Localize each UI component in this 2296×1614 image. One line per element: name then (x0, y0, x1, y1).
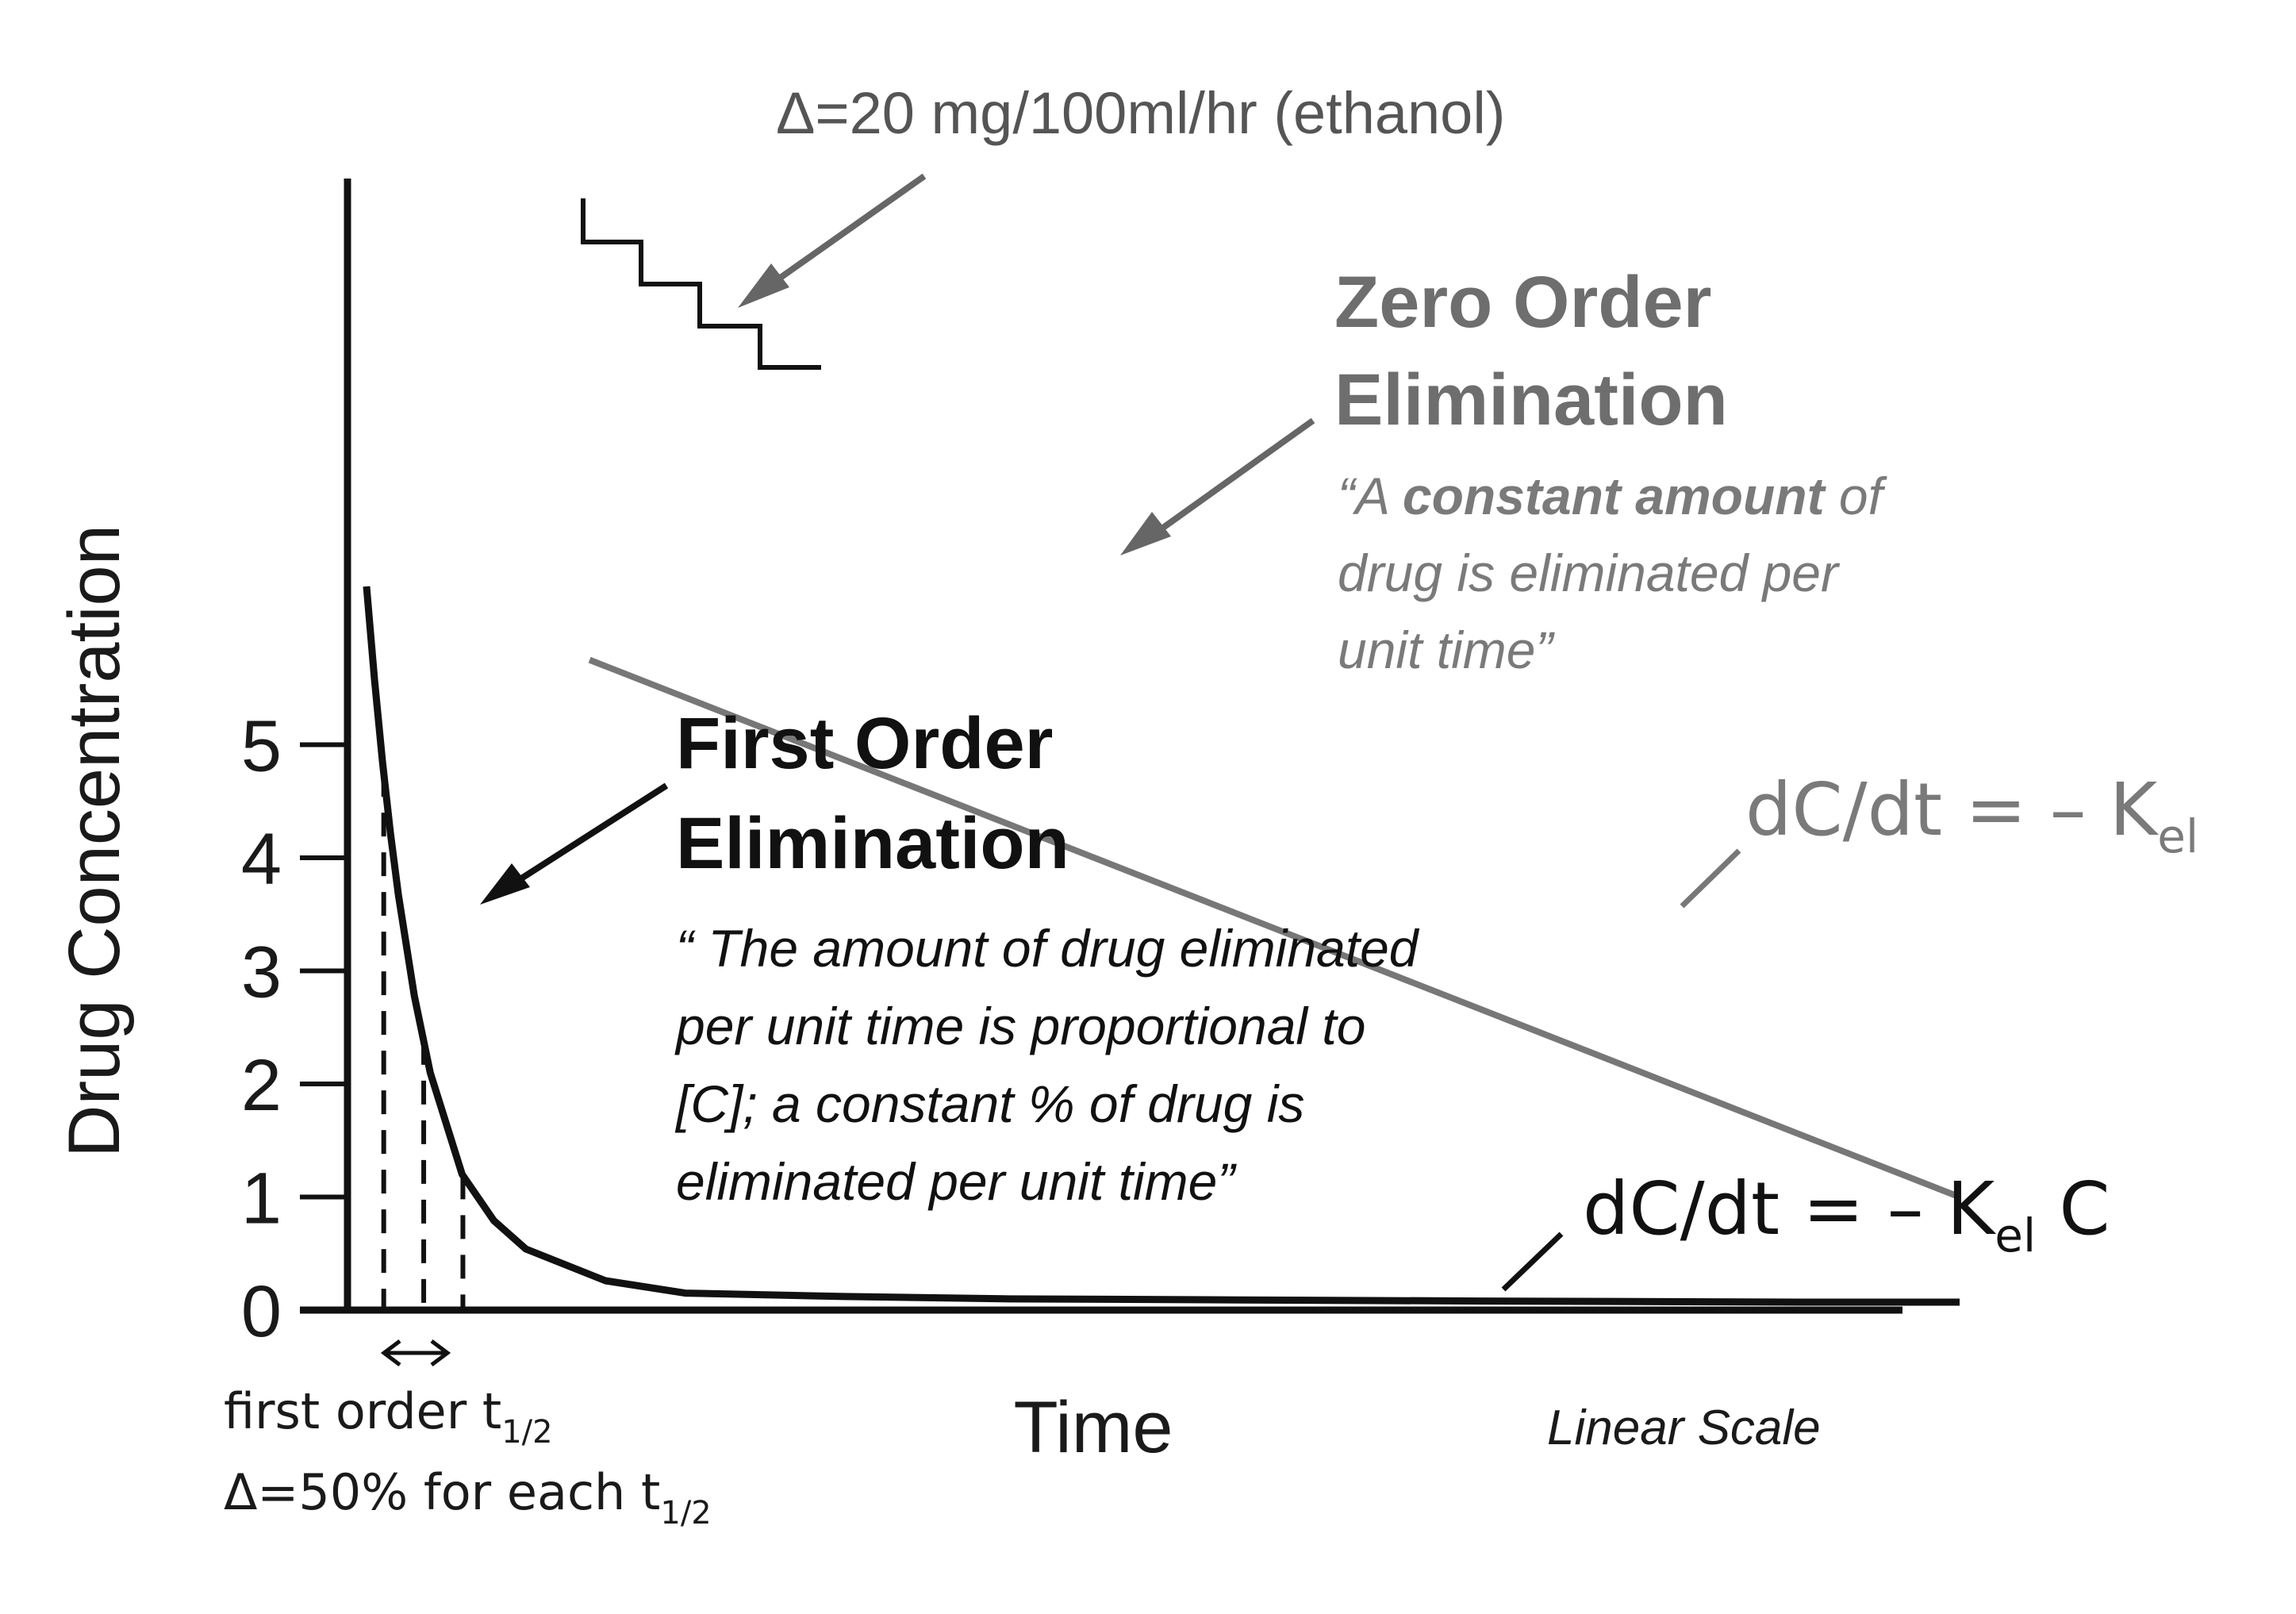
zero-order-quote-1: “A constant amount of (1338, 467, 1888, 525)
y-tick-label: 4 (241, 819, 282, 900)
first-order-title: First Order (676, 703, 1053, 784)
first-order-quote-4: eliminated per unit time” (676, 1152, 1237, 1211)
y-tick-label: 0 (241, 1271, 282, 1352)
first-order-annotation: First Order Elimination “ The amount of … (674, 703, 1420, 1211)
y-ticks: 0 1 2 3 4 5 (241, 706, 347, 1352)
zero-order-annotation: Zero Order Elimination “A constant amoun… (1334, 262, 1888, 679)
axes: 0 1 2 3 4 5 (241, 179, 1902, 1352)
zero-order-title-2: Elimination (1334, 359, 1728, 440)
half-life-double-arrow (380, 1339, 451, 1366)
first-order-quote-1: “ The amount of drug eliminated (676, 919, 1420, 978)
series-layer (363, 586, 1961, 1306)
first-order-equation: dC/dt = – Kel C (1583, 1166, 2110, 1262)
y-tick-label: 3 (241, 932, 282, 1013)
zero-order-equation-group: dC/dt = – Kel (1680, 767, 2198, 909)
zero-order-equation: dC/dt = – Kel (1745, 767, 2198, 863)
zero-order-line (588, 656, 1961, 1201)
zero-order-title: Zero Order (1334, 262, 1711, 343)
y-axis-title: Drug Concentration (54, 525, 135, 1158)
first-order-arrow (480, 782, 669, 905)
first-order-title-2: Elimination (676, 803, 1069, 884)
first-order-equation-group: dC/dt = – Kel C (1501, 1166, 2110, 1292)
linear-scale-note: Linear Scale (1547, 1401, 1821, 1455)
half-life-delta-label: Δ=50% for each t1/2 (224, 1463, 712, 1531)
zero-order-arrow (1120, 417, 1315, 555)
staircase-arrow (738, 173, 927, 308)
half-life-markers (381, 773, 466, 1310)
first-order-curve (363, 586, 1960, 1306)
zero-order-staircase (581, 198, 821, 370)
x-axis-title: Time (1013, 1387, 1173, 1468)
y-tick-label: 2 (241, 1045, 282, 1126)
half-life-annotation: first order t1/2 Δ=50% for each t1/2 (224, 1339, 712, 1531)
y-tick-label: 1 (241, 1159, 282, 1239)
zero-order-quote-3: unit time” (1338, 621, 1555, 679)
zero-order-quote-2: drug is eliminated per (1338, 544, 1841, 602)
first-order-quote-2: per unit time is proportional to (674, 997, 1365, 1055)
y-tick-label: 5 (241, 706, 282, 787)
half-life-label: first order t1/2 (224, 1382, 553, 1451)
staircase-annotation: Δ=20 mg/100ml/hr (ethanol) (776, 80, 1505, 146)
first-order-quote-3: [C]; a constant % of drug is (674, 1074, 1304, 1133)
